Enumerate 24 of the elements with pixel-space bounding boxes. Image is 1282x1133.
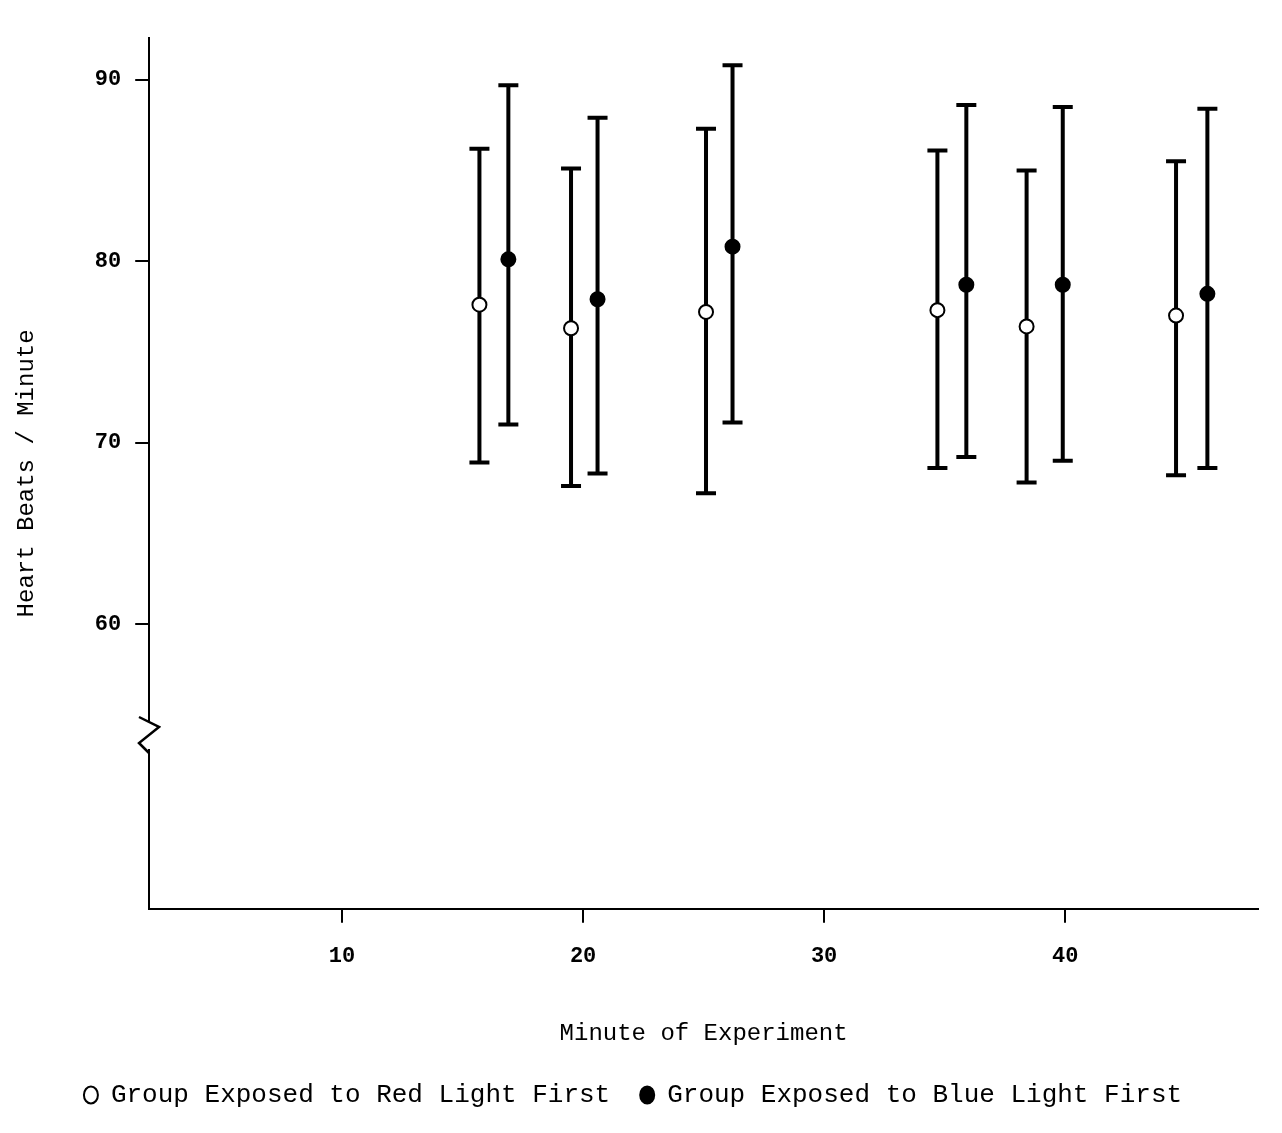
- point: [589, 291, 606, 308]
- point: [500, 251, 517, 268]
- y-tick-label: 70: [94, 430, 122, 456]
- x-tick-label: 20: [569, 943, 597, 969]
- point: [1199, 285, 1216, 302]
- point: [724, 238, 741, 255]
- x-axis-title: Minute of Experiment: [559, 1019, 848, 1047]
- point: [1018, 318, 1035, 335]
- legend-label: Group Exposed to Blue Light First: [667, 1079, 1183, 1110]
- point: [1168, 307, 1185, 324]
- point: [563, 320, 580, 337]
- x-tick-label: 30: [810, 943, 838, 969]
- point: [471, 296, 488, 313]
- y-tick-label: 60: [94, 611, 122, 637]
- point: [929, 302, 946, 319]
- point: [698, 303, 715, 320]
- point: [1054, 276, 1071, 293]
- x-tick-label: 10: [328, 943, 356, 969]
- legend-label: Group Exposed to Red Light First: [110, 1079, 611, 1110]
- y-tick-label: 80: [94, 248, 122, 274]
- point: [958, 276, 975, 293]
- y-tick-label: 90: [94, 67, 122, 93]
- x-tick-label: 40: [1051, 943, 1079, 969]
- y-axis-title: Heart Beats / Minute: [12, 329, 40, 618]
